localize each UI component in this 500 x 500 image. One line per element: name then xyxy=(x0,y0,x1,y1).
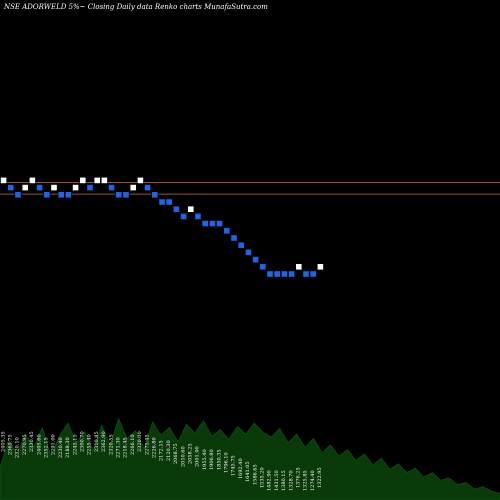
up-brick-5 xyxy=(28,176,37,184)
tick-label-9: 2230.40 xyxy=(58,437,64,458)
tick-label-4: 2270.95 xyxy=(22,434,28,455)
down-brick-34 xyxy=(237,241,245,249)
down-brick-39 xyxy=(273,270,281,278)
tick-label-1: 2405.35 xyxy=(0,431,6,452)
down-brick-3 xyxy=(14,191,22,199)
down-brick-26 xyxy=(179,212,188,220)
tick-label-11: 2245.15 xyxy=(72,434,78,455)
tick-label-21: 2275.45 xyxy=(144,434,150,455)
chart-title: NSE ADORWELD 5%~ Closing Daily data Renk… xyxy=(4,3,268,11)
tick-label-16: 2320.55 xyxy=(108,434,114,455)
tick-label-18: 2218.45 xyxy=(123,437,129,458)
down-brick-10 xyxy=(64,191,72,199)
up-brick-11 xyxy=(72,183,80,192)
tick-label-40: 1380.15 xyxy=(281,470,287,491)
down-brick-37 xyxy=(259,263,267,271)
up-brick-12 xyxy=(79,176,87,184)
tick-label-26: 2010.60 xyxy=(180,446,186,467)
tick-label-27: 2058.25 xyxy=(188,443,194,464)
tick-label-39: 1431.50 xyxy=(274,470,280,491)
tick-label-5: 2330.45 xyxy=(29,431,35,452)
down-brick-30 xyxy=(208,219,216,228)
tick-label-8: 2291.00 xyxy=(51,434,57,455)
tick-label-44: 1274.40 xyxy=(310,470,316,491)
down-brick-16 xyxy=(108,183,116,192)
tick-label-25: 2068.75 xyxy=(173,443,179,464)
down-brick-41 xyxy=(287,270,296,278)
down-brick-38 xyxy=(266,270,274,278)
tick-label-31: 1850.35 xyxy=(216,449,222,470)
tick-label-43: 1325.85 xyxy=(303,470,309,491)
tick-label-42: 1376.25 xyxy=(296,467,302,488)
down-brick-44 xyxy=(309,270,317,278)
down-brick-22 xyxy=(151,191,159,199)
down-brick-9 xyxy=(57,191,65,199)
tick-label-32: 1796.10 xyxy=(224,452,230,473)
down-brick-25 xyxy=(172,205,180,213)
tick-label-45: 1322.95 xyxy=(317,467,323,488)
up-brick-42 xyxy=(295,263,303,271)
down-brick-36 xyxy=(251,255,260,264)
down-brick-6 xyxy=(36,183,44,192)
down-brick-17 xyxy=(115,191,123,199)
tick-label-22: 2226.80 xyxy=(152,437,158,458)
tick-label-12: 2300.70 xyxy=(80,431,86,452)
tick-label-33: 1745.75 xyxy=(231,455,237,476)
down-brick-33 xyxy=(230,234,238,242)
tick-label-28: 2001.90 xyxy=(195,446,201,467)
tick-label-23: 2172.15 xyxy=(159,440,165,461)
tick-label-20: 2320.00 xyxy=(137,431,143,452)
down-brick-18 xyxy=(122,191,130,199)
up-brick-20 xyxy=(136,176,144,184)
tick-label-2: 2365.75 xyxy=(8,434,14,455)
volume-area xyxy=(0,417,500,500)
down-brick-43 xyxy=(302,270,310,278)
down-brick-35 xyxy=(244,248,252,256)
tick-label-38: 1482.90 xyxy=(267,470,273,491)
tick-label-6: 2405.60 xyxy=(36,434,42,455)
tick-label-3: 2320.10 xyxy=(15,437,21,458)
down-brick-21 xyxy=(143,183,152,192)
up-brick-45 xyxy=(316,263,325,271)
tick-label-29: 1955.40 xyxy=(202,449,208,470)
down-brick-29 xyxy=(201,219,209,228)
up-brick-1 xyxy=(0,176,8,184)
down-brick-7 xyxy=(43,191,51,199)
up-brick-14 xyxy=(93,176,101,184)
down-brick-13 xyxy=(86,183,94,192)
tick-label-30: 1906.80 xyxy=(209,449,215,470)
down-brick-23 xyxy=(158,198,166,206)
down-brick-24 xyxy=(165,198,173,206)
tick-label-17: 2271.30 xyxy=(116,437,122,458)
up-brick-15 xyxy=(100,176,108,184)
tick-label-36: 1586.65 xyxy=(252,464,258,485)
tick-label-15: 2362.90 xyxy=(101,431,107,452)
tick-label-10: 2188.30 xyxy=(65,437,71,458)
tick-label-37: 1535.20 xyxy=(260,467,266,488)
up-brick-8 xyxy=(50,183,58,192)
down-brick-32 xyxy=(223,227,231,235)
tick-label-14: 2310.85 xyxy=(94,431,100,452)
tick-label-35: 1641.05 xyxy=(245,461,251,482)
tick-label-24: 2120.30 xyxy=(166,440,172,461)
down-brick-2 xyxy=(7,183,15,192)
tick-label-41: 1328.70 xyxy=(288,470,294,491)
up-brick-27 xyxy=(187,205,195,213)
down-brick-40 xyxy=(280,270,289,278)
up-brick-19 xyxy=(129,183,137,192)
tick-label-19: 2266.10 xyxy=(130,434,136,455)
up-brick-4 xyxy=(21,183,29,192)
tick-label-13: 2255.40 xyxy=(87,434,93,455)
down-brick-31 xyxy=(215,219,224,228)
down-brick-28 xyxy=(194,212,202,220)
tick-label-34: 1692.40 xyxy=(238,458,244,479)
tick-label-7: 2352.15 xyxy=(44,437,50,458)
